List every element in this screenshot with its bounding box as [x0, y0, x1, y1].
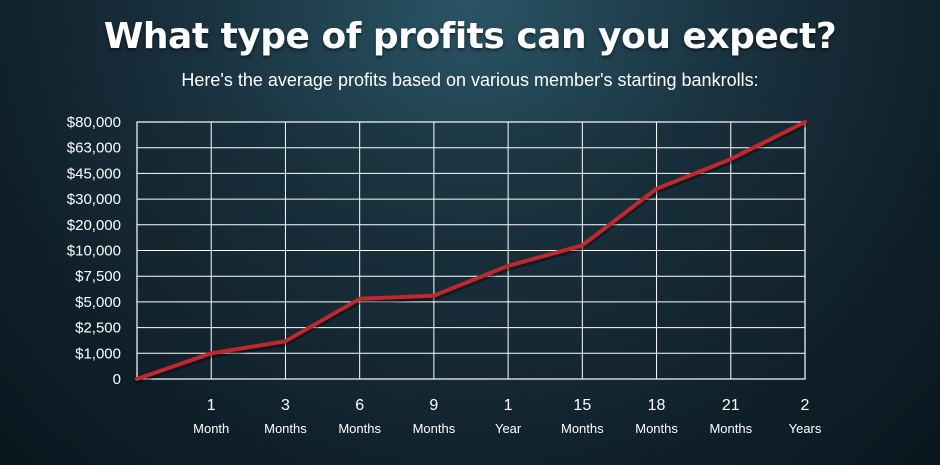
x-tick-unit-label: Months: [709, 421, 752, 436]
x-tick-unit-label: Month: [193, 421, 229, 436]
data-point: [357, 296, 362, 301]
x-tick-unit-label: Year: [495, 421, 522, 436]
y-tick-label: $7,500: [75, 268, 121, 285]
x-tick-unit-label: Months: [413, 421, 456, 436]
data-point: [580, 243, 585, 248]
x-tick-unit-label: Months: [338, 421, 381, 436]
x-tick-label: 3: [281, 397, 290, 414]
x-tick-label: 1: [207, 397, 216, 414]
y-tick-label: 0: [113, 371, 121, 388]
y-tick-label: $2,500: [75, 320, 121, 337]
y-tick-label: $63,000: [67, 140, 121, 157]
series-line: [135, 120, 807, 381]
data-point: [728, 157, 733, 162]
chart-title: What type of profits can you expect?: [103, 16, 837, 57]
chart-subtitle: Here's the average profits based on vari…: [181, 70, 759, 90]
y-tick-label: $5,000: [75, 294, 121, 311]
data-point: [209, 351, 214, 356]
x-axis-ticks: 1 Month 3 Months 6 Months 9 Months 1 Year 15 Months…: [193, 397, 822, 436]
x-tick-unit-label: Months: [264, 421, 307, 436]
data-point: [283, 339, 288, 344]
x-tick-unit-label: Years: [789, 421, 822, 436]
data-point: [803, 120, 807, 124]
y-tick-label: $80,000: [67, 114, 121, 131]
x-tick-label: 9: [429, 397, 438, 414]
y-tick-label: $10,000: [67, 243, 121, 260]
y-tick-label: $30,000: [67, 191, 121, 208]
data-point: [431, 293, 436, 298]
x-tick-unit-label: Months: [561, 421, 604, 436]
x-tick-label: 2: [801, 397, 810, 414]
y-tick-label: $45,000: [67, 165, 121, 182]
y-tick-label: $1,000: [75, 345, 121, 362]
series-lines: [134, 120, 808, 384]
x-tick-label: 21: [722, 397, 740, 414]
x-tick-unit-label: Months: [635, 421, 678, 436]
x-tick-label: 18: [648, 397, 666, 414]
data-point: [135, 377, 139, 381]
y-axis-ticks: 0 $1,000 $2,500 $5,000 $7,500 $10,000 $20,000 $…: [67, 114, 121, 388]
grid-lines: [136, 121, 806, 380]
x-tick-label: 15: [573, 397, 591, 414]
x-tick-label: 1: [504, 397, 513, 414]
y-tick-label: $20,000: [67, 217, 121, 234]
data-point: [654, 186, 659, 191]
x-tick-label: 6: [355, 397, 364, 414]
data-point: [506, 263, 511, 268]
